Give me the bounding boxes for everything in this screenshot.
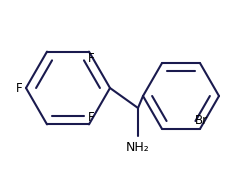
Text: NH₂: NH₂ — [126, 141, 149, 154]
Text: F: F — [16, 81, 22, 95]
Text: Br: Br — [194, 114, 207, 127]
Text: F: F — [87, 111, 94, 124]
Text: F: F — [87, 52, 94, 65]
